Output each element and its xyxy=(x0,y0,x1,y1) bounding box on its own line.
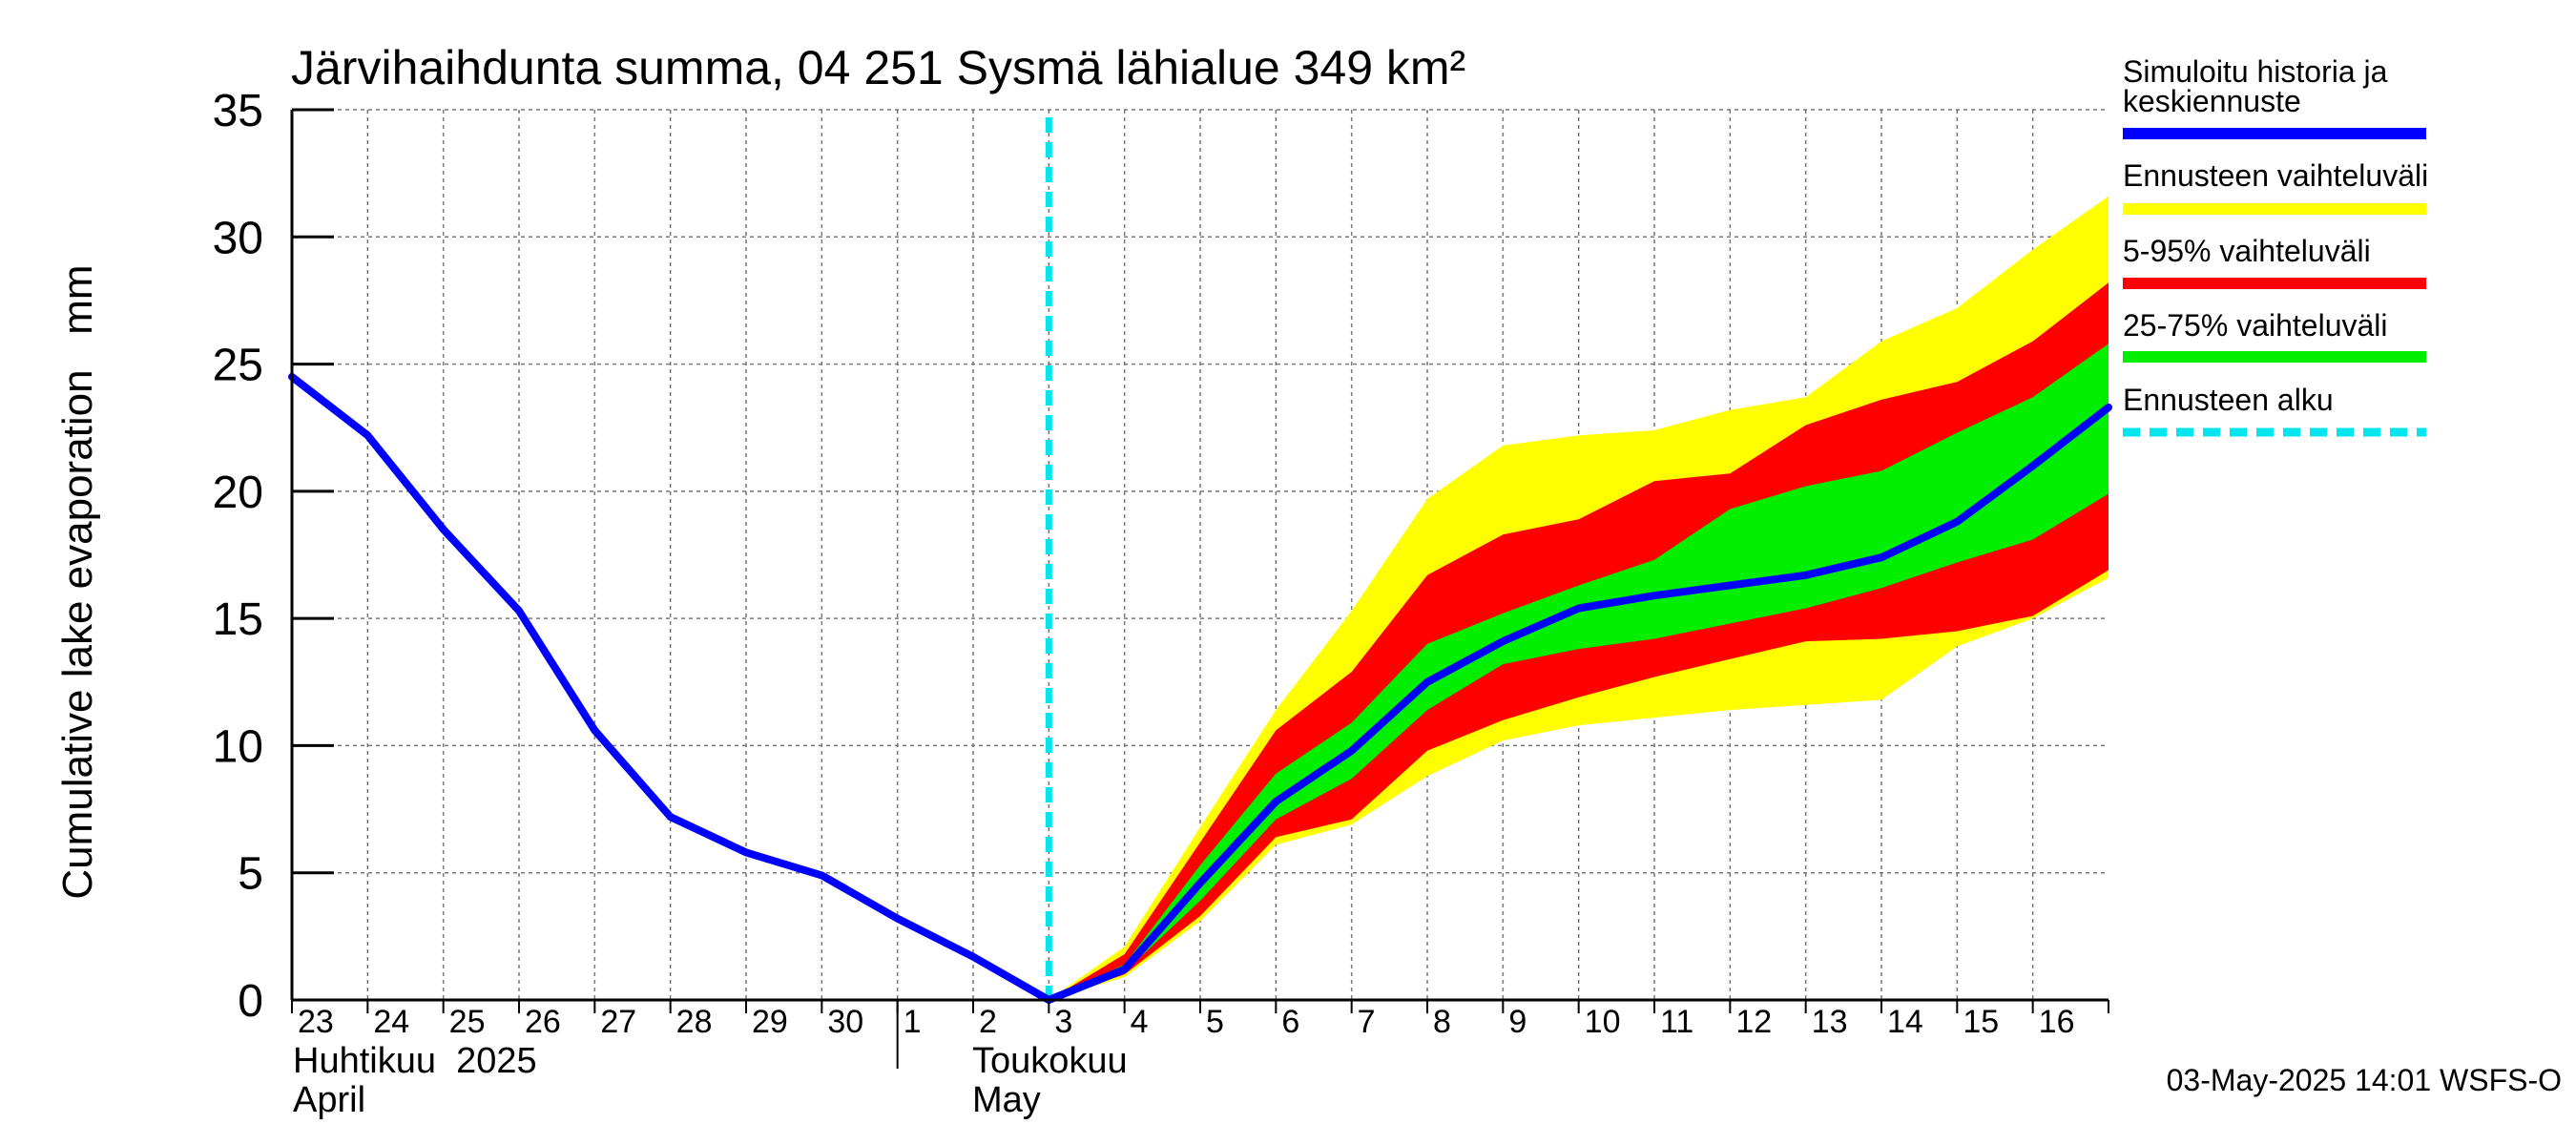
x-tick-label: 9 xyxy=(1508,1004,1527,1040)
x-tick-label: 7 xyxy=(1358,1004,1376,1040)
y-tick-label: 30 xyxy=(213,213,263,263)
x-tick-label: 10 xyxy=(1585,1004,1621,1040)
x-tick-label: 15 xyxy=(1963,1004,1999,1040)
x-tick-label: 11 xyxy=(1660,1004,1693,1040)
series-point xyxy=(592,727,598,734)
series-point xyxy=(1197,880,1203,886)
series-point xyxy=(516,608,522,614)
series-point xyxy=(970,953,976,960)
legend-label-2: Ennusteen vaihteluväli xyxy=(2123,158,2428,193)
x-tick-label: 25 xyxy=(449,1004,486,1040)
x-tick-label: 26 xyxy=(525,1004,561,1040)
band-area-3 xyxy=(1049,344,2109,1000)
series-point xyxy=(2106,404,2111,410)
x-tick-label: 12 xyxy=(1735,1004,1772,1040)
x-tick-label: 2 xyxy=(979,1004,997,1040)
series-point xyxy=(743,849,749,856)
legend-label-5: Ennusteen alku xyxy=(2123,383,2334,417)
x-tick-label: 29 xyxy=(752,1004,788,1040)
x-tick-label: 28 xyxy=(676,1004,713,1040)
month-label-april-en: April xyxy=(293,1080,365,1120)
series-point xyxy=(667,814,674,821)
series-point xyxy=(2029,463,2036,469)
series-point xyxy=(1348,747,1355,754)
series-point xyxy=(1879,554,1884,561)
y-tick-label: 10 xyxy=(213,721,263,772)
y-tick-label: 20 xyxy=(213,468,263,518)
series-point xyxy=(364,432,371,439)
series-point xyxy=(1424,678,1430,685)
series-point xyxy=(1500,638,1506,645)
y-tick-label: 0 xyxy=(238,976,263,1027)
x-tick-label: 3 xyxy=(1054,1004,1072,1040)
series-point xyxy=(1802,572,1809,578)
series-point xyxy=(1652,593,1657,599)
y-tick-label: 5 xyxy=(238,849,263,900)
x-tick-label: 27 xyxy=(600,1004,636,1040)
series-point xyxy=(1727,582,1734,589)
x-tick-label: 4 xyxy=(1131,1004,1149,1040)
x-tick-label: 13 xyxy=(1812,1004,1848,1040)
x-tick-label: 30 xyxy=(827,1004,863,1040)
series-point xyxy=(1954,518,1961,525)
legend-label-3: 5-95% vaihteluväli xyxy=(2123,234,2371,268)
legend-label-1: Simuloitu historia ja xyxy=(2123,54,2388,89)
series-point xyxy=(1121,967,1128,972)
series-point xyxy=(1575,605,1582,612)
series-point xyxy=(440,526,447,532)
y-tick-label: 35 xyxy=(213,86,263,136)
x-tick-label: 8 xyxy=(1433,1004,1451,1040)
x-tick-label: 6 xyxy=(1281,1004,1299,1040)
legend-label-1: keskiennuste xyxy=(2123,84,2301,118)
x-tick-label: 14 xyxy=(1887,1004,1923,1040)
y-axis-title: Cumulative lake evaporation mm xyxy=(54,264,101,899)
x-tick-label: 24 xyxy=(373,1004,409,1040)
chart-title: Järvihaihdunta summa, 04 251 Sysmä lähia… xyxy=(291,41,1465,94)
x-tick-label: 1 xyxy=(904,1004,922,1040)
month-label-may-fi: Toukokuu xyxy=(972,1041,1128,1081)
y-tick-label: 25 xyxy=(213,341,263,391)
series-point xyxy=(1273,799,1279,805)
x-tick-label: 16 xyxy=(2039,1004,2075,1040)
month-label-april-fi: Huhtikuu 2025 xyxy=(293,1041,537,1081)
y-tick-label: 15 xyxy=(213,594,263,645)
legend-label-4: 25-75% vaihteluväli xyxy=(2123,308,2388,343)
x-tick-label: 5 xyxy=(1206,1004,1224,1040)
month-label-may-en: May xyxy=(972,1080,1041,1120)
series-point xyxy=(819,872,825,879)
series-point xyxy=(894,915,901,922)
x-tick-label: 23 xyxy=(298,1004,334,1040)
timestamp: 03-May-2025 14:01 WSFS-O xyxy=(2167,1063,2562,1097)
